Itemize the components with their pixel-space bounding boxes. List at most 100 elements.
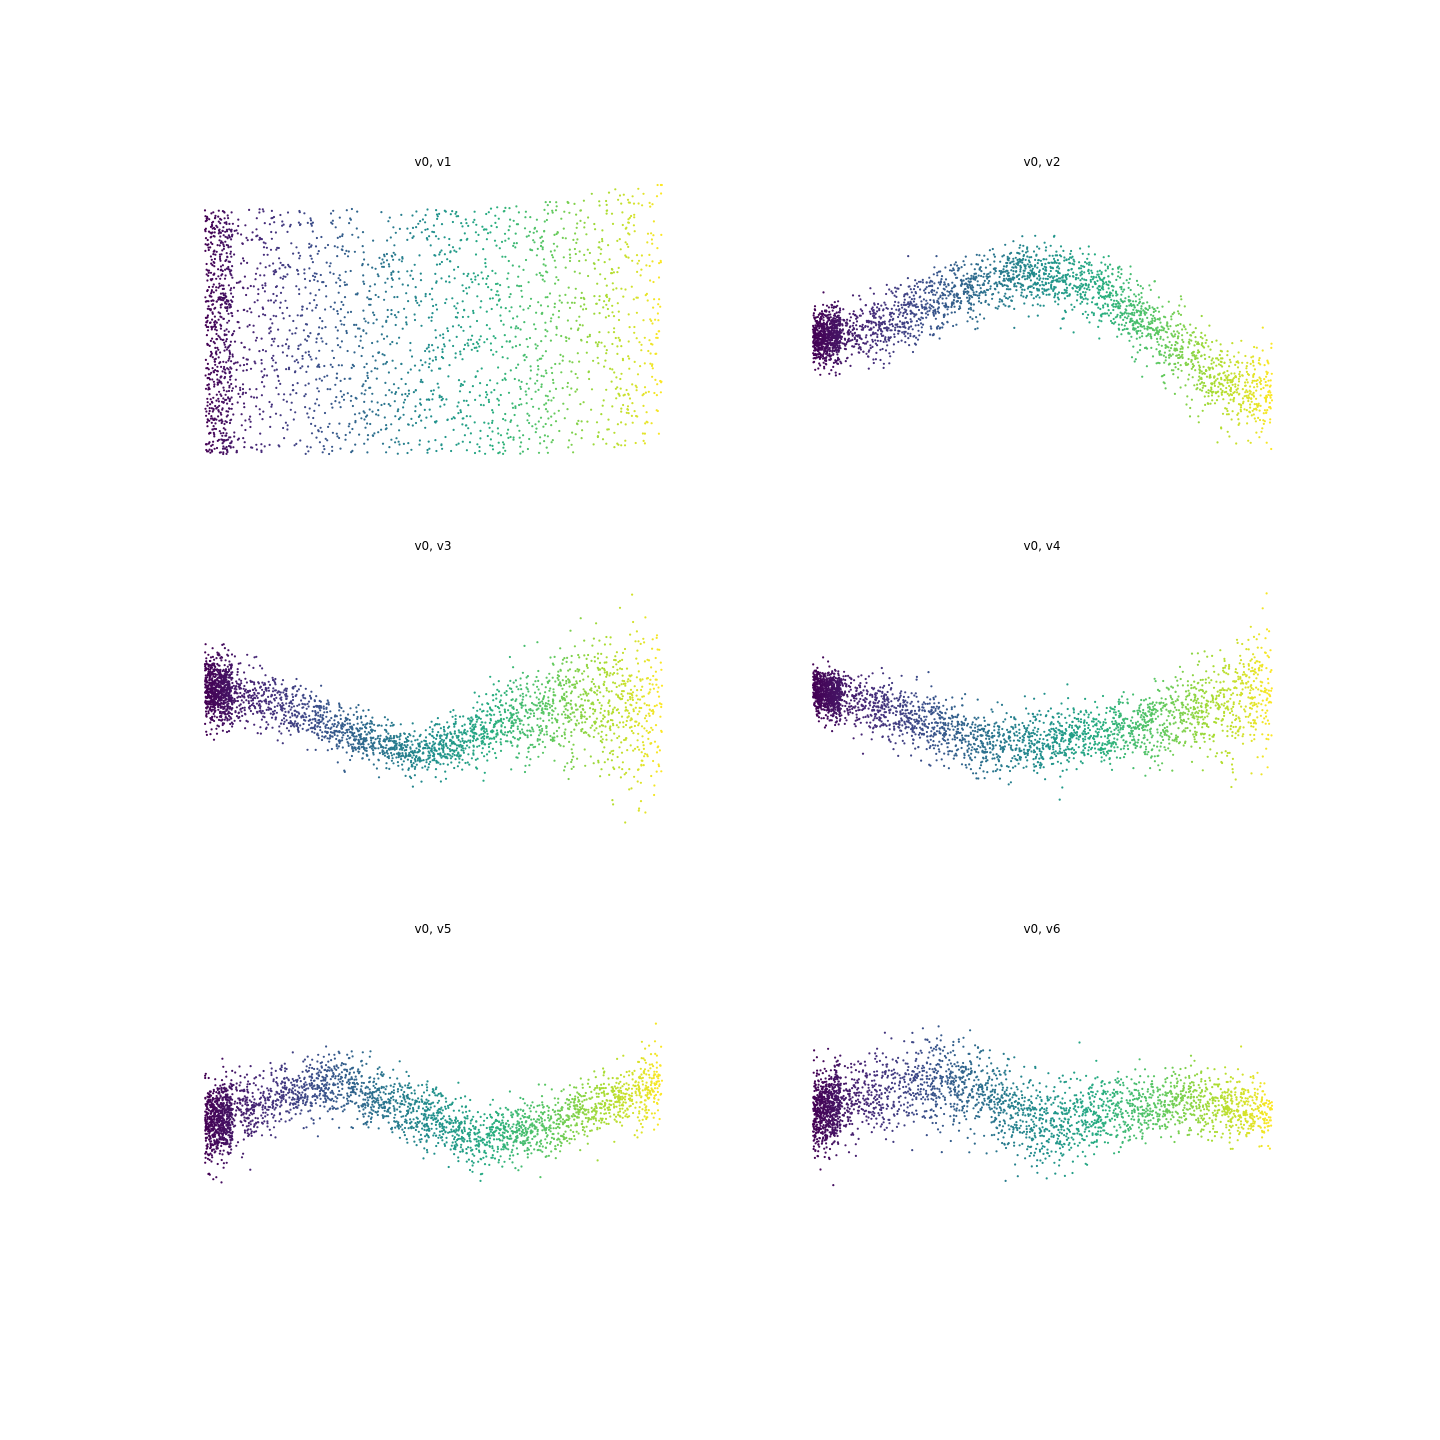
scatter-point xyxy=(889,355,892,358)
scatter-point xyxy=(391,359,394,362)
scatter-point xyxy=(397,311,400,314)
scatter-point xyxy=(600,341,603,344)
scatter-point xyxy=(276,246,279,249)
scatter-point xyxy=(1115,291,1118,295)
scatter-point xyxy=(1134,295,1137,298)
scatter-point xyxy=(980,274,983,278)
scatter-point xyxy=(568,306,572,309)
scatter-point xyxy=(347,250,350,253)
scatter-point xyxy=(913,315,916,318)
scatter-point xyxy=(1222,398,1225,401)
scatter-point xyxy=(1140,296,1143,299)
scatter-point xyxy=(929,298,932,302)
scatter-point xyxy=(544,264,547,267)
scatter-point xyxy=(279,301,282,304)
scatter-point xyxy=(221,229,224,233)
scatter-point xyxy=(936,271,939,274)
scatter-point xyxy=(306,221,309,224)
scatter-point xyxy=(398,429,401,432)
scatter-point xyxy=(1031,267,1034,270)
scatter-point xyxy=(225,252,228,255)
scatter-point xyxy=(206,238,209,242)
scatter-point xyxy=(399,416,402,419)
scatter-point xyxy=(819,364,822,367)
scatter-point xyxy=(652,234,655,237)
scatter-point xyxy=(332,308,335,311)
scatter-point xyxy=(927,291,931,294)
scatter-point xyxy=(565,339,568,343)
scatter-point xyxy=(314,245,318,248)
scatter-point xyxy=(570,327,573,330)
scatter-point xyxy=(473,210,476,213)
scatter-point xyxy=(871,345,874,348)
scatter-point xyxy=(627,340,630,343)
scatter-point xyxy=(339,308,342,311)
scatter-point xyxy=(487,422,490,425)
scatter-point xyxy=(282,426,285,430)
scatter-point xyxy=(427,316,430,319)
scatter-point xyxy=(894,329,897,332)
scatter-point xyxy=(659,261,663,264)
scatter-point xyxy=(285,368,288,371)
scatter-point xyxy=(429,244,432,247)
scatter-point xyxy=(509,369,512,372)
scatter-point xyxy=(438,367,441,370)
scatter-point xyxy=(222,431,225,435)
scatter-point xyxy=(478,338,481,341)
scatter-point xyxy=(437,237,440,240)
scatter-point xyxy=(1234,363,1237,366)
scatter-point xyxy=(1268,401,1271,404)
scatter-point xyxy=(1039,259,1042,262)
scatter-point xyxy=(551,378,555,381)
scatter-point xyxy=(392,383,396,386)
scatter-point xyxy=(1200,354,1203,357)
scatter-point xyxy=(442,343,446,346)
scatter-point xyxy=(1041,287,1044,290)
scatter-point xyxy=(1097,306,1100,309)
scatter-point xyxy=(869,334,873,337)
scatter-point xyxy=(246,287,249,290)
scatter-point xyxy=(657,319,660,322)
scatter-point xyxy=(458,390,462,393)
scatter-point xyxy=(272,314,275,317)
scatter-point xyxy=(595,421,599,424)
scatter-point xyxy=(369,422,372,426)
scatter-point xyxy=(575,226,578,229)
scatter-point xyxy=(426,208,429,211)
scatter-point xyxy=(349,377,352,380)
scatter-point xyxy=(514,406,517,410)
scatter-point xyxy=(559,353,562,356)
scatter-point xyxy=(242,369,245,372)
scatter-point xyxy=(901,306,904,309)
scatter-point xyxy=(519,445,522,448)
scatter-point xyxy=(1081,265,1085,268)
scatter-point xyxy=(883,301,886,304)
scatter-point xyxy=(578,315,581,318)
scatter-point xyxy=(651,260,654,263)
scatter-point xyxy=(635,337,638,340)
scatter-point xyxy=(260,449,263,452)
scatter-point xyxy=(296,382,299,385)
scatter-point xyxy=(297,361,300,364)
scatter-point xyxy=(1204,334,1207,337)
scatter-point xyxy=(537,388,540,391)
scatter-point xyxy=(1126,317,1129,320)
scatter-point xyxy=(966,320,969,323)
scatter-point xyxy=(1267,393,1270,396)
scatter-point xyxy=(1132,308,1135,311)
scatter-point xyxy=(299,367,302,370)
scatter-point xyxy=(236,401,239,404)
scatter-point xyxy=(216,346,219,349)
scatter-point xyxy=(529,369,533,372)
scatter-point xyxy=(229,340,232,343)
scatter-point xyxy=(434,272,437,275)
scatter-point xyxy=(217,356,220,359)
scatter-point xyxy=(658,262,661,265)
scatter-point xyxy=(225,415,228,418)
scatter-point xyxy=(555,201,558,204)
scatter-point xyxy=(554,387,558,390)
scatter-point xyxy=(244,224,247,227)
scatter-point xyxy=(845,341,849,344)
scatter-point xyxy=(649,362,652,365)
scatter-point xyxy=(230,211,233,214)
